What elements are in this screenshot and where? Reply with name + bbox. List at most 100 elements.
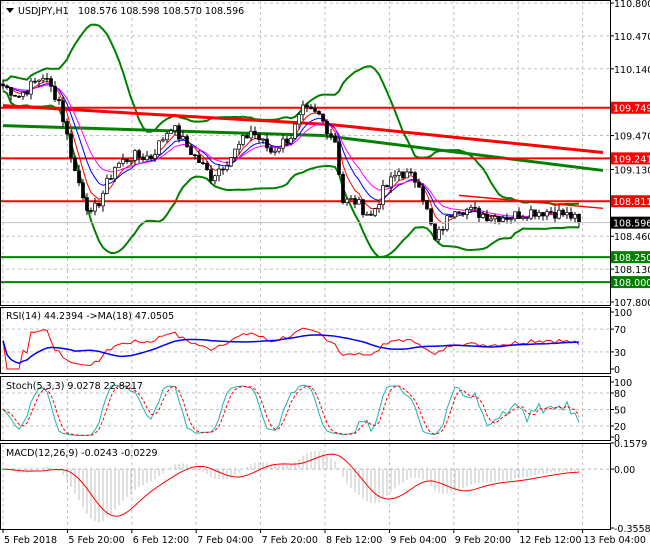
candle-bear	[13, 94, 17, 97]
time-label: 7 Feb 04:00	[197, 535, 253, 546]
candle-bull	[453, 211, 457, 218]
candle-bear	[193, 154, 197, 157]
level-price-label: 109.749	[613, 104, 650, 115]
candle-bull	[153, 154, 157, 159]
time-label: 7 Feb 20:00	[262, 535, 318, 546]
candle-bull	[381, 185, 385, 205]
candle-bear	[177, 125, 181, 140]
slow-ma-green	[2, 124, 604, 172]
stoch-main-line	[2, 384, 580, 436]
price-tick-label: 108.130	[614, 265, 650, 276]
rsi-line	[2, 327, 580, 370]
candle-bull	[465, 209, 469, 215]
candle-bull	[169, 130, 173, 134]
time-label: 8 Feb 12:00	[326, 535, 382, 546]
candle-bull	[173, 125, 177, 131]
candle-bull	[101, 192, 105, 207]
candle-bull	[293, 123, 297, 139]
candle-bull	[565, 212, 569, 216]
candle-bear	[561, 209, 565, 216]
candle-bear	[429, 208, 433, 225]
candle-bear	[1, 83, 5, 87]
candle-bull	[37, 79, 41, 82]
candle-bear	[417, 181, 421, 188]
indicator-tick-label: 0.1579	[614, 439, 647, 450]
candle-bear	[449, 215, 453, 218]
indicator-tick-label: 0.00	[614, 465, 635, 476]
candle-bear	[473, 206, 477, 209]
candle-bull	[225, 165, 229, 170]
macd-signal-line	[2, 453, 580, 517]
candle-bear	[485, 214, 489, 221]
candle-bull	[289, 137, 293, 144]
candle-bull	[133, 150, 137, 161]
candle-bear	[265, 138, 269, 149]
candle-bear	[477, 207, 481, 218]
candle-bull	[117, 163, 121, 168]
stochastic-panel[interactable]	[0, 384, 610, 436]
rsi-panel[interactable]	[0, 327, 610, 370]
candle-bear	[65, 121, 69, 135]
time-label: 13 Feb 04:00	[584, 535, 646, 546]
candle-bull	[29, 80, 33, 95]
candle-bear	[433, 223, 437, 240]
candle-bull	[545, 211, 549, 217]
price-tick-label: 108.460	[614, 232, 650, 243]
level-price-tag	[611, 251, 650, 264]
candle-bear	[341, 173, 345, 203]
candle-bull	[249, 130, 253, 139]
candle-bull	[529, 209, 533, 219]
macd-panel[interactable]	[0, 451, 610, 523]
candle-bull	[389, 176, 393, 188]
candle-bear	[305, 104, 309, 108]
candle-bear	[125, 159, 129, 162]
rsi-ma-line	[2, 334, 580, 365]
candle-bear	[317, 111, 321, 115]
candle-bull	[181, 136, 185, 140]
candle-bear	[69, 133, 73, 159]
rsi-title: RSI(14) 44.2394 ->MA(18) 47.0505	[6, 311, 174, 322]
candle-bear	[57, 99, 61, 102]
candle-bear	[517, 211, 521, 219]
candle-bull	[297, 114, 301, 125]
candle-bear	[533, 209, 537, 217]
candle-bear	[425, 200, 429, 210]
level-price-tag	[611, 276, 650, 289]
dropdown-triangle-icon[interactable]	[6, 8, 14, 13]
bollinger-lower-band	[2, 89, 580, 259]
candle-bull	[349, 198, 353, 200]
candle-bear	[525, 216, 529, 219]
candle-bear	[209, 169, 213, 182]
macd-panel-frame	[0, 443, 611, 530]
candle-bear	[189, 146, 193, 156]
time-label: 9 Feb 20:00	[455, 535, 511, 546]
candle-bear	[353, 198, 357, 205]
candle-bull	[157, 140, 161, 155]
candle-bear	[25, 91, 29, 95]
candle-bear	[337, 141, 341, 175]
candle-bear	[185, 136, 189, 148]
candle-bull	[493, 216, 497, 220]
symbol-label: USDJPY,H1	[18, 6, 69, 17]
time-label: 12 Feb 12:00	[519, 535, 581, 546]
candle-bear	[77, 170, 81, 184]
price-tick-label: 110.470	[614, 32, 650, 43]
rsi-panel-frame	[0, 307, 611, 374]
candle-bull	[161, 139, 165, 142]
candle-bear	[85, 197, 89, 211]
candle-bear	[361, 199, 365, 216]
bollinger-upper-band	[2, 23, 580, 207]
main-price-panel[interactable]	[0, 23, 610, 284]
level-price-label: 108.811	[613, 197, 650, 208]
candle-bear	[245, 135, 249, 139]
candle-bear	[109, 178, 113, 180]
candle-bull	[273, 150, 277, 153]
candle-bear	[197, 154, 201, 163]
candle-bear	[413, 172, 417, 183]
candle-bear	[421, 186, 425, 201]
level-price-tag	[611, 101, 650, 114]
indicator-tick-label: 100	[614, 378, 632, 389]
candle-bull	[229, 157, 233, 167]
